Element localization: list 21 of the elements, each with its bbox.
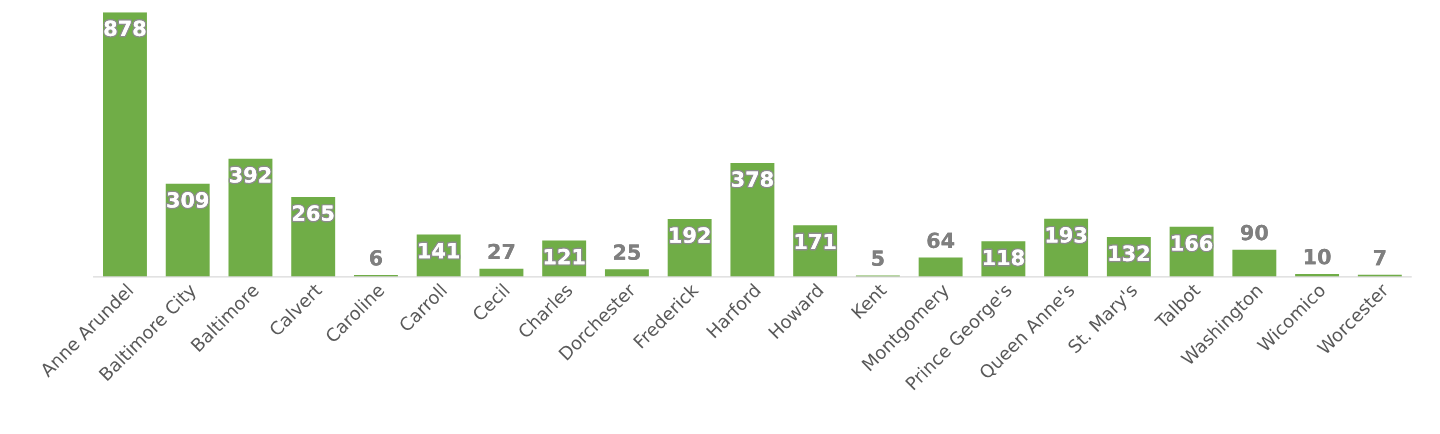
data-label: 5 [872,250,884,267]
data-label: 27 [488,243,515,260]
data-label: 878 [104,20,146,37]
data-label: 166 [1172,235,1213,251]
data-label: 193 [1046,227,1087,243]
data-label: 121 [544,248,585,265]
data-label: 132 [1109,245,1149,262]
data-label: 6 [369,250,383,266]
data-label: 64 [927,232,955,249]
data-label: 7 [1373,249,1386,266]
data-label: 141 [419,242,459,259]
data-label: 118 [983,249,1024,266]
data-label: 309 [167,192,209,208]
data-label: 192 [670,227,710,244]
data-label: 392 [230,167,271,183]
data-label: 25 [614,244,640,261]
data-label: 378 [732,171,773,187]
data-label: 10 [1304,248,1331,265]
data-label: 265 [293,205,334,222]
data-label: 90 [1240,224,1268,241]
data-label: 171 [795,233,836,250]
